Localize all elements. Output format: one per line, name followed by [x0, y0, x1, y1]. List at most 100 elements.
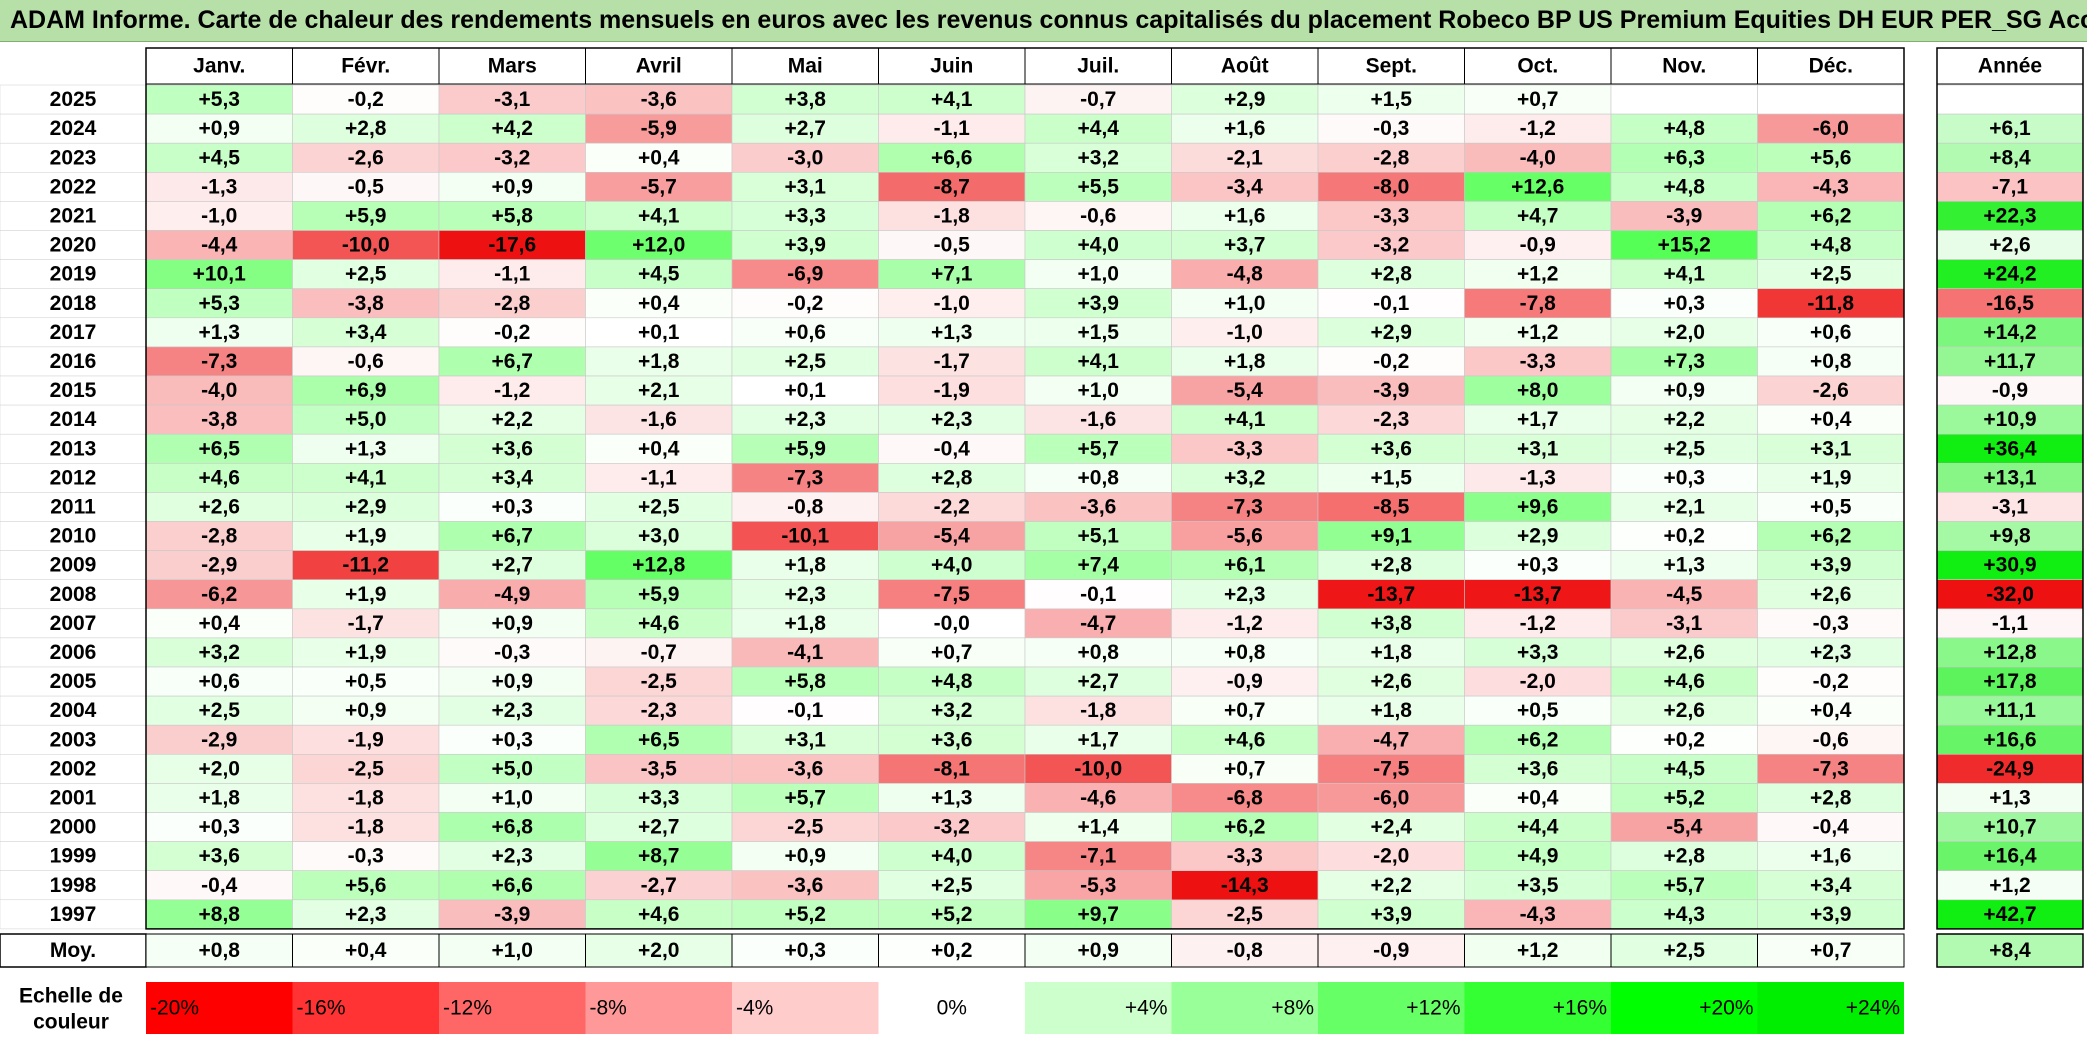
heatmap-cell: [145, 899, 293, 930]
heatmap-cell: [878, 608, 1026, 639]
heatmap-cell: [878, 113, 1026, 144]
table-row: [0, 783, 2084, 813]
heatmap-cell-value: -5,4: [1227, 379, 1264, 402]
heatmap-cell: [878, 841, 1026, 871]
heatmap-cell-value: -2,6: [1813, 379, 1849, 402]
heatmap-cell: [1464, 812, 1612, 842]
heatmap-cell-value: -11,8: [1807, 292, 1854, 315]
annual-cell-value: +14,2: [1983, 321, 2036, 344]
heatmap-cell-value: +6,6: [492, 874, 533, 897]
heatmap-cell: [1317, 317, 1465, 348]
heatmap-cell-value: +4,8: [1664, 175, 1706, 198]
heatmap-cell-value: -6,8: [1227, 786, 1264, 809]
heatmap-cell: [878, 753, 1026, 784]
year-label: 2020: [50, 234, 97, 257]
heatmap-cell: [1171, 899, 1319, 930]
heatmap-cell: [585, 259, 733, 290]
color-scale-swatch: [585, 982, 732, 1034]
heatmap-cell-value: -4,0: [201, 379, 237, 402]
heatmap-cell-value: -4,6: [1080, 786, 1116, 809]
heatmap-cell: [1024, 812, 1172, 842]
heatmap-cell-value: +4,8: [1664, 117, 1706, 140]
heatmap-cell: [731, 317, 879, 348]
heatmap-cell-value: -2,5: [641, 670, 678, 693]
annual-cell-value: +1,3: [1989, 786, 2030, 809]
heatmap-cell: [1757, 608, 1905, 639]
heatmap-cell: [1317, 259, 1465, 290]
month-header-cell: [292, 47, 440, 85]
heatmap-cell-value: -0,1: [787, 699, 824, 722]
heatmap-cell-value: -3,2: [494, 146, 530, 169]
year-label-cell: [0, 695, 147, 726]
heatmap-cell-value: -7,3: [1227, 495, 1263, 518]
heatmap-cell-value: -4,4: [201, 234, 238, 257]
heatmap-cell-value: +0,4: [199, 612, 241, 635]
heatmap-cell: [1757, 521, 1905, 551]
heatmap-cell: [1171, 783, 1319, 813]
heatmap-cell: [1317, 666, 1465, 697]
heatmap-cell: [1757, 259, 1905, 290]
heatmap-cell: [1024, 724, 1172, 755]
heatmap-cell: [878, 666, 1026, 697]
table-row: [0, 259, 2084, 290]
heatmap-cell-value: -4,3: [1520, 903, 1556, 926]
heatmap-cell-value: +1,2: [1517, 321, 1558, 344]
heatmap-cell: [731, 259, 879, 290]
heatmap-cell-value: +1,3: [345, 437, 386, 460]
heatmap-cell-value: +4,2: [492, 117, 533, 140]
heatmap-cell: [1464, 172, 1612, 202]
heatmap-cell: [1171, 433, 1319, 464]
table-row: [0, 346, 2084, 377]
heatmap-cell: [585, 521, 733, 551]
heatmap-cell-value: +7,4: [1078, 554, 1120, 577]
heatmap-cell-value: -14,3: [1221, 874, 1269, 897]
heatmap-cell: [1757, 666, 1905, 697]
year-label-cell: [0, 259, 147, 289]
heatmap-cell-value: -4,7: [1080, 612, 1116, 635]
heatmap-cell-value: -0,0: [934, 612, 970, 635]
year-label-cell: [0, 201, 147, 231]
table-row: [0, 608, 2084, 639]
heatmap-cell-value: +1,0: [492, 786, 533, 809]
heatmap-cell-value: -1,6: [641, 408, 677, 431]
heatmap-cell-value: +1,8: [785, 612, 827, 635]
heatmap-cell: [438, 608, 586, 639]
heatmap-cell-value: +4,5: [1664, 757, 1706, 780]
heatmap-cell-value: +0,3: [1517, 554, 1558, 577]
heatmap-cell-value: +3,4: [1810, 874, 1852, 897]
heatmap-cell-value: +4,4: [1078, 117, 1120, 140]
heatmap-cell-value: -0,2: [1813, 670, 1849, 693]
heatmap-cell-value: +2,3: [931, 408, 972, 431]
heatmap-cell-value: -0,4: [934, 437, 971, 460]
heatmap-cell: [1610, 579, 1758, 610]
heatmap-cell-value: -0,1: [1373, 292, 1410, 315]
heatmap-cell-value: -11,2: [342, 554, 389, 577]
heatmap-cell-value: +3,6: [1371, 437, 1412, 460]
heatmap-cell-value: -0,4: [1813, 816, 1850, 839]
heatmap-cell: [1757, 230, 1905, 260]
heatmap-cell-value: +2,9: [1224, 88, 1265, 111]
heatmap-cell-value: +6,2: [1810, 204, 1851, 227]
heatmap-cell-value: -1,2: [494, 379, 530, 402]
heatmap-cell-value: +5,9: [638, 583, 679, 606]
heatmap-cell-value: -1,0: [201, 204, 237, 227]
heatmap-cell-value: -1,8: [348, 786, 385, 809]
heatmap-cell: [292, 201, 440, 231]
heatmap-cell: [145, 841, 293, 871]
heatmap-cell: [1610, 783, 1758, 813]
year-label-cell: [0, 666, 147, 697]
heatmap-cell: [1757, 753, 1905, 784]
heatmap-cell-value: +2,6: [199, 495, 240, 518]
year-label: 2006: [50, 641, 97, 664]
heatmap-cell-value: +3,2: [931, 699, 972, 722]
month-header-cell: [438, 47, 586, 85]
heatmap-cell-value: +0,7: [1224, 699, 1265, 722]
average-cell-value: +0,2: [931, 939, 972, 962]
year-label-cell: [0, 870, 147, 901]
heatmap-cell-value: -2,5: [1227, 903, 1264, 926]
heatmap-cell-value: +1,7: [1078, 728, 1119, 751]
year-label-cell: [0, 84, 147, 115]
month-header-cell: [1757, 47, 1905, 85]
chart-title: ADAM Informe. Carte de chaleur des rende…: [10, 6, 2087, 34]
average-annual-value: +8,4: [1989, 939, 2031, 962]
